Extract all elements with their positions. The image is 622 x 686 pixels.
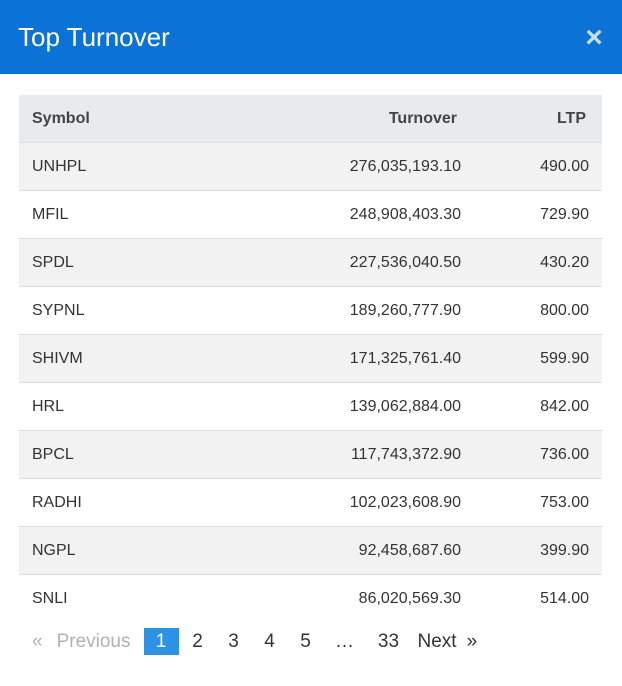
cell-turnover: 171,325,761.40 xyxy=(242,334,461,383)
table-row: UNHPL 276,035,193.10 490.00 xyxy=(19,142,602,191)
cell-ltp: 753.00 xyxy=(461,478,602,527)
cell-ltp: 599.90 xyxy=(461,334,602,383)
cell-ltp: 399.90 xyxy=(461,526,602,575)
cell-turnover: 227,536,040.50 xyxy=(242,238,461,287)
cell-ltp: 430.20 xyxy=(461,238,602,287)
cell-ltp: 800.00 xyxy=(461,286,602,335)
cell-ltp: 490.00 xyxy=(461,142,602,191)
table-row: SNLI 86,020,569.30 514.00 xyxy=(19,574,602,622)
pagination: « Previous 1 2 3 4 5 … 33 Next » xyxy=(32,628,477,655)
page-4-button[interactable]: 4 xyxy=(264,631,275,652)
table-header-row: Symbol Turnover LTP xyxy=(19,95,602,143)
next-button[interactable]: Next xyxy=(417,631,457,652)
page-2-button[interactable]: 2 xyxy=(192,631,203,652)
cell-symbol: SHIVM xyxy=(19,334,242,383)
table-row: RADHI 102,023,608.90 753.00 xyxy=(19,478,602,527)
table-row: SPDL 227,536,040.50 430.20 xyxy=(19,238,602,287)
table-row: SYPNL 189,260,777.90 800.00 xyxy=(19,286,602,335)
cell-symbol: SNLI xyxy=(19,574,242,622)
next-arrow-icon[interactable]: » xyxy=(466,631,478,652)
table-row: HRL 139,062,884.00 842.00 xyxy=(19,382,602,431)
cell-ltp: 842.00 xyxy=(461,382,602,431)
cell-symbol: MFIL xyxy=(19,190,242,239)
table-row: BPCL 117,743,372.90 736.00 xyxy=(19,430,602,479)
cell-ltp: 736.00 xyxy=(461,430,602,479)
cell-turnover: 248,908,403.30 xyxy=(242,190,461,239)
page-1-button[interactable]: 1 xyxy=(143,628,179,655)
table-row: MFIL 248,908,403.30 729.90 xyxy=(19,190,602,239)
cell-ltp: 514.00 xyxy=(461,574,602,622)
cell-symbol: RADHI xyxy=(19,478,242,527)
close-icon[interactable]: × xyxy=(585,21,603,54)
cell-turnover: 86,020,569.30 xyxy=(242,574,461,622)
column-header-symbol[interactable]: Symbol xyxy=(19,95,242,143)
turnover-table: Symbol Turnover LTP UNHPL 276,035,193.10… xyxy=(19,95,602,622)
cell-turnover: 102,023,608.90 xyxy=(242,478,461,527)
column-header-ltp[interactable]: LTP xyxy=(461,95,602,143)
previous-button: Previous xyxy=(56,631,131,652)
previous-arrow-icon: « xyxy=(32,631,43,652)
cell-symbol: BPCL xyxy=(19,430,242,479)
cell-symbol: SPDL xyxy=(19,238,242,287)
page-5-button[interactable]: 5 xyxy=(300,631,311,652)
cell-turnover: 139,062,884.00 xyxy=(242,382,461,431)
table-row: SHIVM 171,325,761.40 599.90 xyxy=(19,334,602,383)
modal-title: Top Turnover xyxy=(18,22,170,52)
pagination-ellipsis: … xyxy=(335,631,354,652)
page-3-button[interactable]: 3 xyxy=(228,631,239,652)
cell-symbol: NGPL xyxy=(19,526,242,575)
cell-symbol: SYPNL xyxy=(19,286,242,335)
cell-symbol: HRL xyxy=(19,382,242,431)
modal-header: Top Turnover × xyxy=(0,0,622,74)
cell-symbol: UNHPL xyxy=(19,142,242,191)
page-33-button[interactable]: 33 xyxy=(377,631,400,652)
column-header-turnover[interactable]: Turnover xyxy=(242,95,461,143)
cell-turnover: 189,260,777.90 xyxy=(242,286,461,335)
cell-turnover: 92,458,687.60 xyxy=(242,526,461,575)
cell-turnover: 117,743,372.90 xyxy=(242,430,461,479)
table-row: NGPL 92,458,687.60 399.90 xyxy=(19,526,602,575)
cell-ltp: 729.90 xyxy=(461,190,602,239)
cell-turnover: 276,035,193.10 xyxy=(242,142,461,191)
